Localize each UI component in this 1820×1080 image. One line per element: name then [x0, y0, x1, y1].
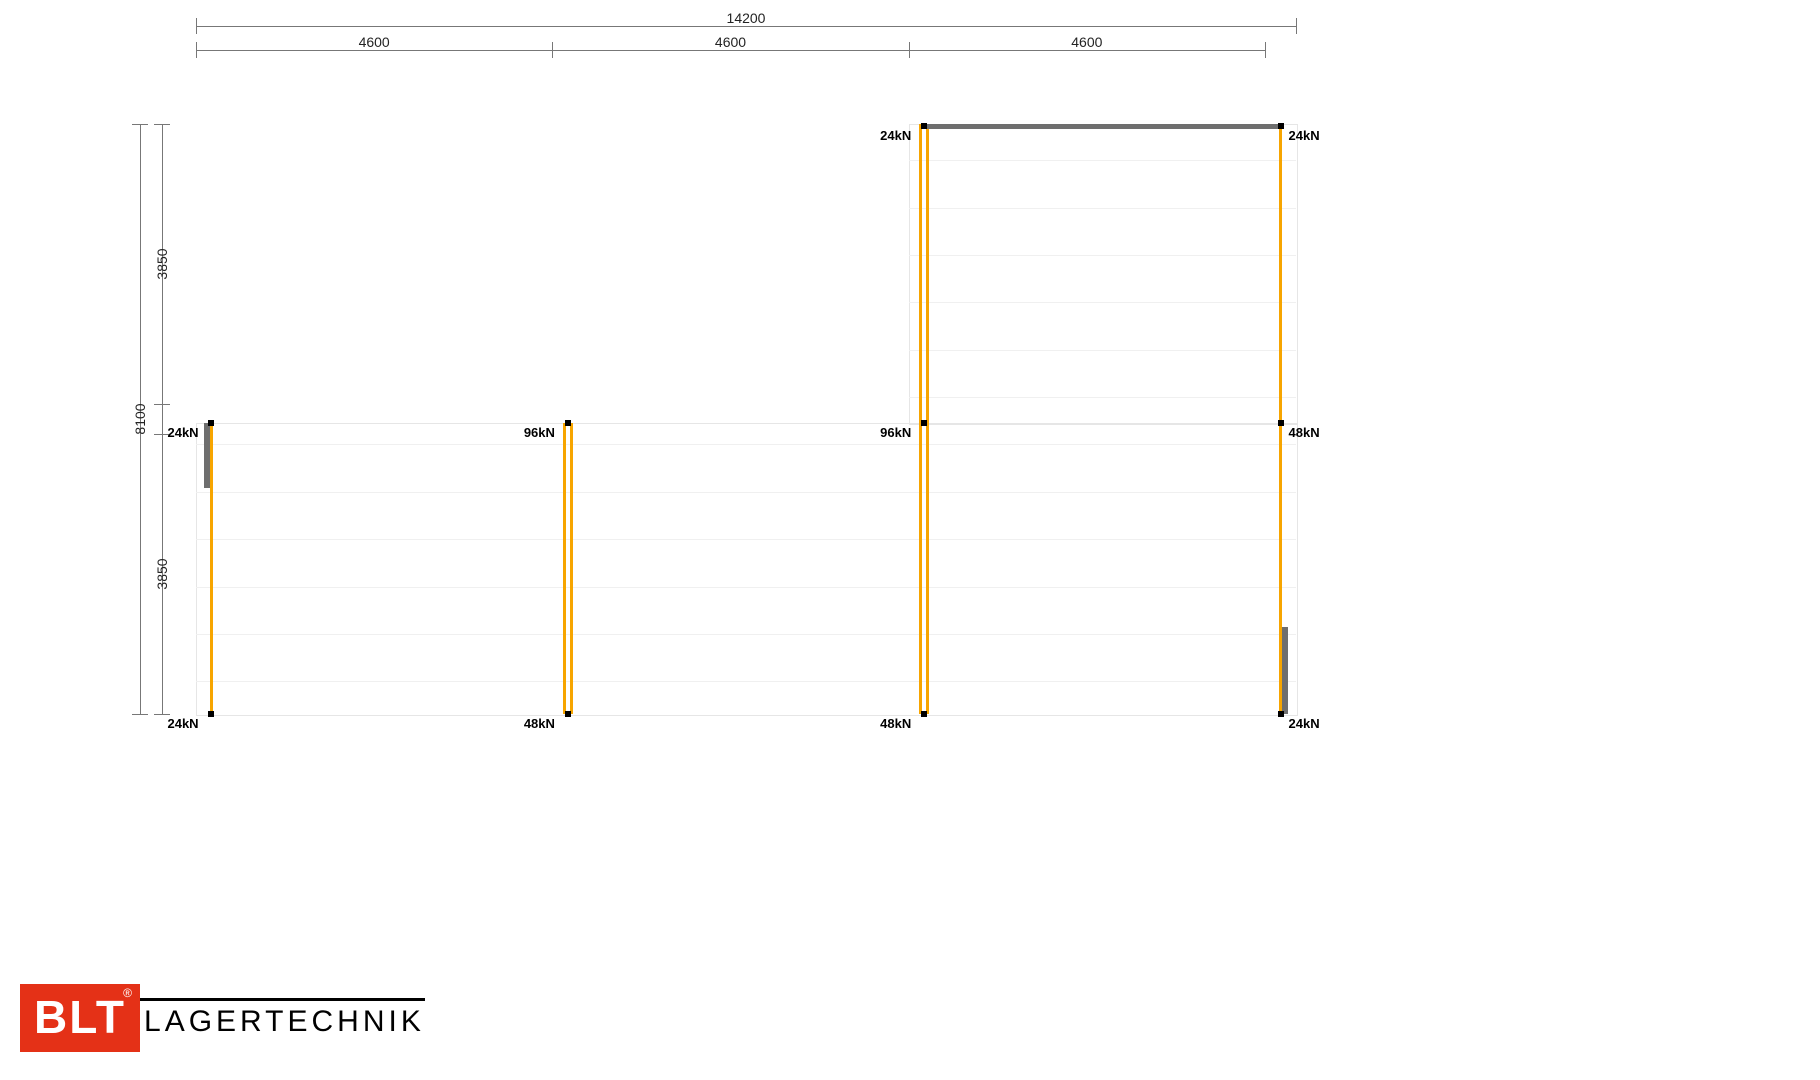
grey-stub [204, 423, 210, 489]
shelf-line [196, 492, 1296, 493]
load-node [565, 420, 571, 426]
dim-tick [132, 124, 148, 125]
shelf-line [909, 208, 1296, 209]
load-node [565, 711, 571, 717]
load-node [921, 123, 927, 129]
load-node [208, 711, 214, 717]
shelf-line [909, 350, 1296, 351]
dim-tick [909, 42, 910, 58]
load-label: 48kN [524, 716, 555, 731]
dim-tick [154, 714, 170, 715]
load-label: 96kN [524, 425, 555, 440]
shelf-line [909, 160, 1296, 161]
load-label: 24kN [880, 128, 911, 143]
dim-tick [154, 124, 170, 125]
dim-left-seg-line [162, 124, 163, 714]
upright [570, 423, 573, 714]
load-node [1278, 420, 1284, 426]
dim-left-total-label: 8100 [132, 403, 148, 434]
upright [563, 423, 566, 714]
load-node [1278, 123, 1284, 129]
grey-stub [1282, 627, 1288, 714]
horizontal-beam [924, 124, 1280, 129]
dim-left-seg-label: 3850 [154, 558, 170, 589]
load-label: 48kN [880, 716, 911, 731]
dim-top-seg-label: 4600 [1071, 34, 1102, 50]
dim-tick [196, 18, 197, 34]
dim-top-total-label: 14200 [727, 10, 766, 26]
shelf-line [909, 255, 1296, 256]
load-label: 24kN [1289, 716, 1320, 731]
load-label: 24kN [167, 425, 198, 440]
logo-blt-text: BLT [34, 991, 126, 1043]
upper-panel [909, 124, 1298, 425]
shelf-line [196, 587, 1296, 588]
dim-top-total-line [196, 26, 1296, 27]
dim-tick [132, 714, 148, 715]
dim-tick [552, 42, 553, 58]
shelf-line [909, 302, 1296, 303]
drawing-stage: 14200 4600 4600 4600 8100 3850 3850 24kN 24kN 24k… [0, 0, 1820, 1080]
lower-panel [196, 423, 1298, 716]
shelf-line [196, 539, 1296, 540]
shelf-line [909, 397, 1296, 398]
dim-tick [1265, 42, 1266, 58]
dim-top-seg-label: 4600 [715, 34, 746, 50]
shelf-line [196, 444, 1296, 445]
dim-tick [154, 404, 170, 405]
shelf-line [196, 634, 1296, 635]
load-node [1278, 711, 1284, 717]
logo-wordmark: LAGERTECHNIK [138, 998, 425, 1039]
dim-tick [1296, 18, 1297, 34]
load-label: 24kN [167, 716, 198, 731]
load-node [208, 420, 214, 426]
shelf-line [196, 681, 1296, 682]
dim-top-seg-label: 4600 [359, 34, 390, 50]
dim-tick [196, 42, 197, 58]
logo: BLT ® LAGERTECHNIK [20, 984, 425, 1052]
dim-left-seg-label: 3850 [154, 249, 170, 280]
load-label: 96kN [880, 425, 911, 440]
logo-registered: ® [123, 986, 134, 1000]
logo-mark: BLT ® [20, 984, 140, 1052]
dim-top-seg-line [196, 50, 1265, 51]
load-label: 24kN [1289, 128, 1320, 143]
load-node [921, 711, 927, 717]
load-node [921, 420, 927, 426]
load-label: 48kN [1289, 425, 1320, 440]
